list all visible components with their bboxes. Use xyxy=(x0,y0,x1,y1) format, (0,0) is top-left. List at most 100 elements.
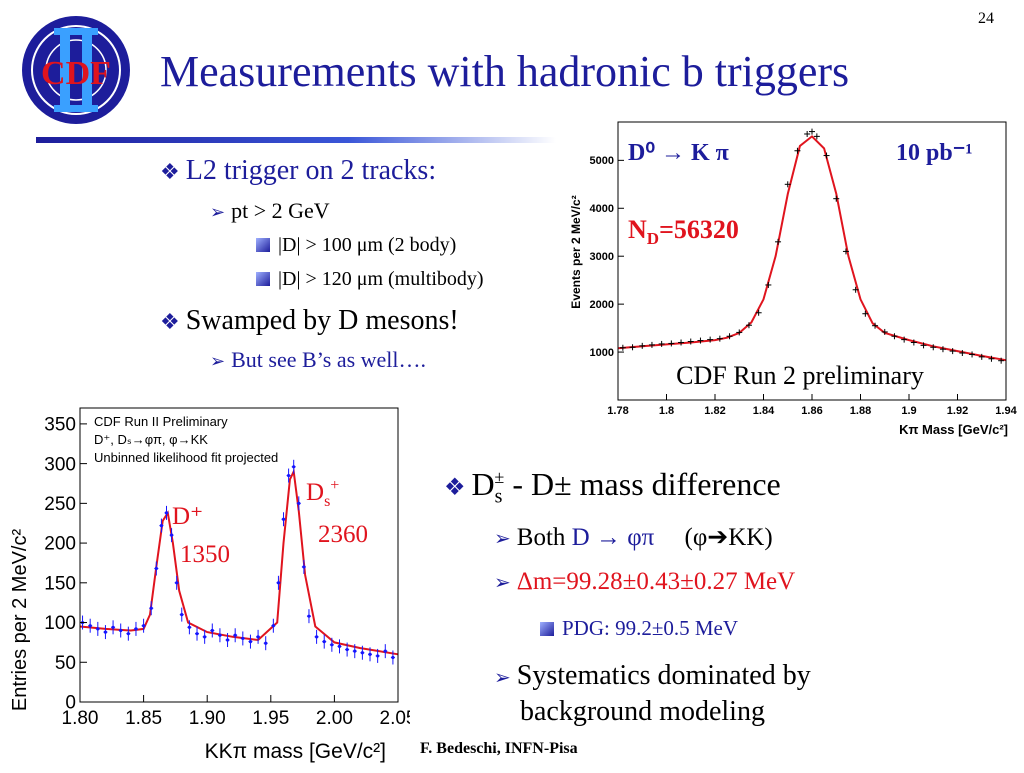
data-point xyxy=(910,339,917,346)
data-point xyxy=(678,339,685,346)
data-point xyxy=(969,351,976,358)
bullet-text: |D| > 120 μm (multibody) xyxy=(278,268,484,290)
data-point xyxy=(179,607,184,622)
x-tick-label: 1.85 xyxy=(125,708,162,729)
diamond-bullet-icon: ❖ xyxy=(444,475,466,501)
data-point xyxy=(360,645,365,660)
data-point xyxy=(745,322,752,329)
data-point xyxy=(619,344,626,351)
data-point xyxy=(159,518,164,533)
bullet-l2-trigger: ❖ L2 trigger on 2 tracks: xyxy=(160,155,436,187)
x-tick-label: 1.95 xyxy=(252,708,289,729)
bullet-d: D xyxy=(571,524,590,551)
data-point xyxy=(263,636,268,651)
arrow-bullet-icon: ➢ xyxy=(494,667,511,689)
data-point xyxy=(164,505,169,520)
y-tick-label: 2000 xyxy=(590,299,614,311)
data-point xyxy=(337,639,342,654)
y-tick-label: 0 xyxy=(65,693,76,714)
data-point xyxy=(784,181,791,188)
lumi-annotation: 10 pb⁻¹ xyxy=(896,140,973,166)
y-tick-label: 300 xyxy=(44,454,76,475)
bullet-text: Δm=99.28±0.43±0.27 MeV xyxy=(516,568,796,595)
x-tick-label: 1.94 xyxy=(995,405,1017,417)
arrow-bullet-icon: ➢ xyxy=(210,351,226,371)
data-point xyxy=(881,328,888,335)
y-tick-label: 4000 xyxy=(590,203,614,215)
x-tick-label: 1.88 xyxy=(850,405,871,417)
bullet-text-line2: background modeling xyxy=(520,696,765,728)
data-point xyxy=(813,133,820,140)
cdf-logo-graphic: CDF xyxy=(22,16,130,124)
data-point xyxy=(281,512,286,527)
data-point xyxy=(271,618,276,633)
data-point xyxy=(668,340,675,347)
bullet-text: PDG: 99.2±0.5 MeV xyxy=(562,616,739,640)
cdf-logo: CDF xyxy=(18,10,138,130)
y-tick-label: 250 xyxy=(44,494,76,515)
title-rule xyxy=(36,137,556,143)
yield-n: N xyxy=(628,215,647,244)
bullet-phipi: φπ xyxy=(627,524,655,551)
slide-number: 24 xyxy=(978,10,994,27)
data-point xyxy=(930,344,937,351)
data-point xyxy=(276,575,281,590)
ds-superscript: + xyxy=(330,477,339,494)
data-point xyxy=(833,195,840,202)
bullet-superscript: ± xyxy=(494,467,505,488)
bullet-text: Swamped by D mesons! xyxy=(185,305,459,336)
data-point xyxy=(901,336,908,343)
bullet-text-line1: Systematics dominated by xyxy=(516,660,811,691)
bullet-pt: ➢ pt > 2 GeV xyxy=(210,198,330,224)
data-point xyxy=(141,618,146,633)
data-point xyxy=(383,644,388,659)
data-point xyxy=(988,355,995,362)
legend-line-3: Unbinned likelihood fit projected xyxy=(94,450,278,465)
data-point xyxy=(195,626,200,641)
yield-subscript: D xyxy=(647,229,659,248)
data-point xyxy=(765,281,772,288)
bullet-systematics: ➢ Systematics dominated by background mod… xyxy=(494,658,811,731)
data-point xyxy=(126,626,131,641)
data-point xyxy=(368,647,373,662)
slide-title: Measurements with hadronic b triggers xyxy=(160,47,850,96)
data-point xyxy=(726,333,733,340)
legend-line-2: D⁺, Dₛ→φπ, φ→KK xyxy=(94,432,208,447)
x-axis-label: KKπ mass [GeV/c²] xyxy=(205,740,386,763)
dplus-yield: 1350 xyxy=(180,541,230,568)
ds-main: D xyxy=(306,479,324,506)
data-point xyxy=(286,468,291,483)
data-point xyxy=(707,336,714,343)
x-tick-label: 1.82 xyxy=(704,405,725,417)
footer-author: F. Bedeschi, INFN-Pisa xyxy=(420,740,578,757)
data-point xyxy=(939,346,946,353)
y-tick-label: 1000 xyxy=(590,347,614,359)
yield-value: =56320 xyxy=(659,215,739,244)
data-point xyxy=(256,629,261,644)
data-point xyxy=(169,528,174,543)
data-point xyxy=(920,342,927,349)
data-point xyxy=(345,642,350,657)
bullet-delta-m: ➢ Δm=99.28±0.43±0.27 MeV xyxy=(494,568,795,596)
data-point xyxy=(133,621,138,636)
x-tick-label: 2.05 xyxy=(380,708,410,729)
x-tick-label: 1.90 xyxy=(189,708,226,729)
bullet-phi-kk: (φ➔KK) xyxy=(684,524,773,551)
x-axis-label: Kπ Mass [GeV/c²] xyxy=(899,422,1008,437)
bullet-text: pt > 2 GeV xyxy=(231,198,330,223)
y-tick-label: 350 xyxy=(44,415,76,436)
d0-mass-plot: 1.78 1.8 1.82 1.84 1.86 1.88 1.9 1.92 1.94 1000 2… xyxy=(560,112,1024,444)
data-point xyxy=(823,152,830,159)
y-axis-label: Entries per 2 MeV/c² xyxy=(9,529,31,712)
diamond-bullet-icon: ❖ xyxy=(160,159,180,184)
data-point xyxy=(149,601,154,616)
data-point xyxy=(755,309,762,316)
data-point xyxy=(174,575,179,590)
d0-mass-plot-svg: 1.78 1.8 1.82 1.84 1.86 1.88 1.9 1.92 1.94 1000 2… xyxy=(560,112,1024,444)
data-point xyxy=(111,620,116,635)
data-point xyxy=(697,337,704,344)
data-point xyxy=(809,128,815,135)
data-point xyxy=(202,629,207,644)
bullet-d-120: |D| > 120 μm (multibody) xyxy=(256,268,484,291)
data-point xyxy=(248,634,253,649)
